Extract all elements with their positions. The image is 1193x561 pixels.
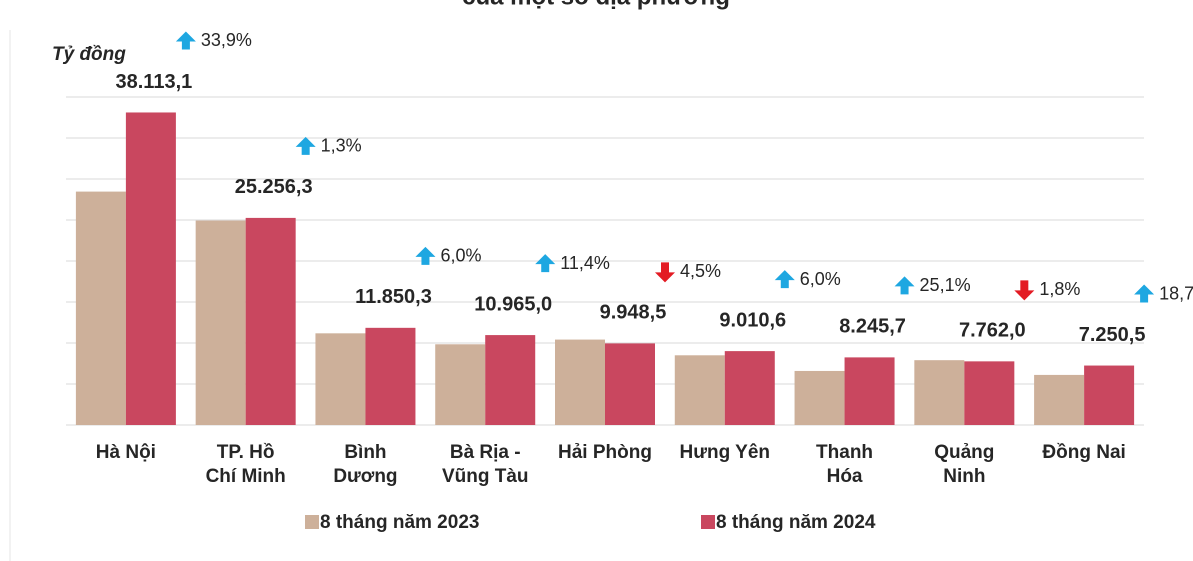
x-tick-label: TP. Hồ Chí Minh [206,442,286,487]
change-label: 6,0% [800,269,841,289]
bar [914,360,965,425]
change-arrow [894,276,915,295]
x-tick-line: Quảng [934,442,994,463]
x-tick-line: Vũng Tàu [442,466,529,487]
legend-swatch [701,515,715,529]
change-arrow [415,246,436,265]
x-tick-line: Thanh [816,442,873,463]
x-tick-label: Hà Nội [96,442,156,463]
change-label: 6,0% [440,246,481,266]
x-tick-line: Ninh [943,466,985,487]
bar [555,339,605,425]
x-tick-label: Quảng Ninh [934,442,994,487]
x-tick-line: Bình [344,442,386,463]
change-arrow [295,136,316,155]
change-label: 1,8% [1039,279,1080,299]
data-label: 25.256,3 [235,176,313,198]
x-tick-line: Hải Phòng [558,442,652,463]
bar [485,335,536,425]
x-tick-label: Đồng Nai [1042,442,1125,463]
bar [75,191,126,425]
chart-title: của một số địa phương [462,0,730,10]
bar [674,355,725,425]
x-tick-line: Đồng Nai [1042,442,1125,463]
x-tick-label: Hải Phòng [558,442,652,463]
x-tick-label: Bà Rịa - Vũng Tàu [442,442,529,487]
data-label: 7.762,0 [959,320,1026,342]
bar [315,333,366,425]
data-label: 7.250,5 [1079,324,1146,346]
legend-label: 8 tháng năm 2023 [320,512,479,533]
bar [125,112,176,425]
bar [724,351,775,425]
change-label: 1,3% [321,136,362,156]
x-tick-line: TP. Hồ [217,442,275,463]
bar [435,344,486,425]
change-label: 18,7% [1159,283,1193,303]
data-label: 10.965,0 [474,293,552,315]
change-arrow [774,270,795,289]
bar [1034,374,1085,425]
bar [245,217,296,425]
x-tick-line: Bà Rịa - [450,442,521,463]
x-tick-line: Hà Nội [96,442,156,463]
change-arrow [175,31,196,50]
bar [195,220,246,425]
change-label: 11,4% [560,253,610,273]
change-label: 4,5% [680,261,721,281]
x-tick-line: Hóa [827,466,863,487]
x-tick-line: Chí Minh [206,466,286,487]
bar [365,327,416,425]
change-label: 25,1% [920,275,971,295]
legend-label: 8 tháng năm 2024 [716,512,876,533]
legend-swatch [305,515,319,529]
bar [964,361,1015,425]
change-arrow [1134,284,1155,303]
data-label: 9.948,5 [600,302,667,324]
x-tick-label: Hưng Yên [680,442,770,463]
x-tick-line: Dương [333,466,397,487]
bar [794,370,845,425]
change-arrow [1014,280,1035,301]
bar [605,343,655,425]
bar [1084,365,1135,425]
x-tick-label: Thanh Hóa [816,442,873,487]
bar [844,357,895,425]
y-axis-label: Tỷ đồng [52,44,126,65]
change-arrow [535,254,556,273]
x-tick-line: Hưng Yên [680,442,770,463]
data-label: 11.850,3 [355,286,432,308]
change-arrow [655,262,675,283]
data-label: 9.010,6 [719,309,786,331]
data-label: 8.245,7 [839,316,906,338]
change-label: 33,9% [201,30,252,50]
data-label: 38.113,1 [116,71,193,93]
x-tick-label: Bình Dương [333,442,397,487]
